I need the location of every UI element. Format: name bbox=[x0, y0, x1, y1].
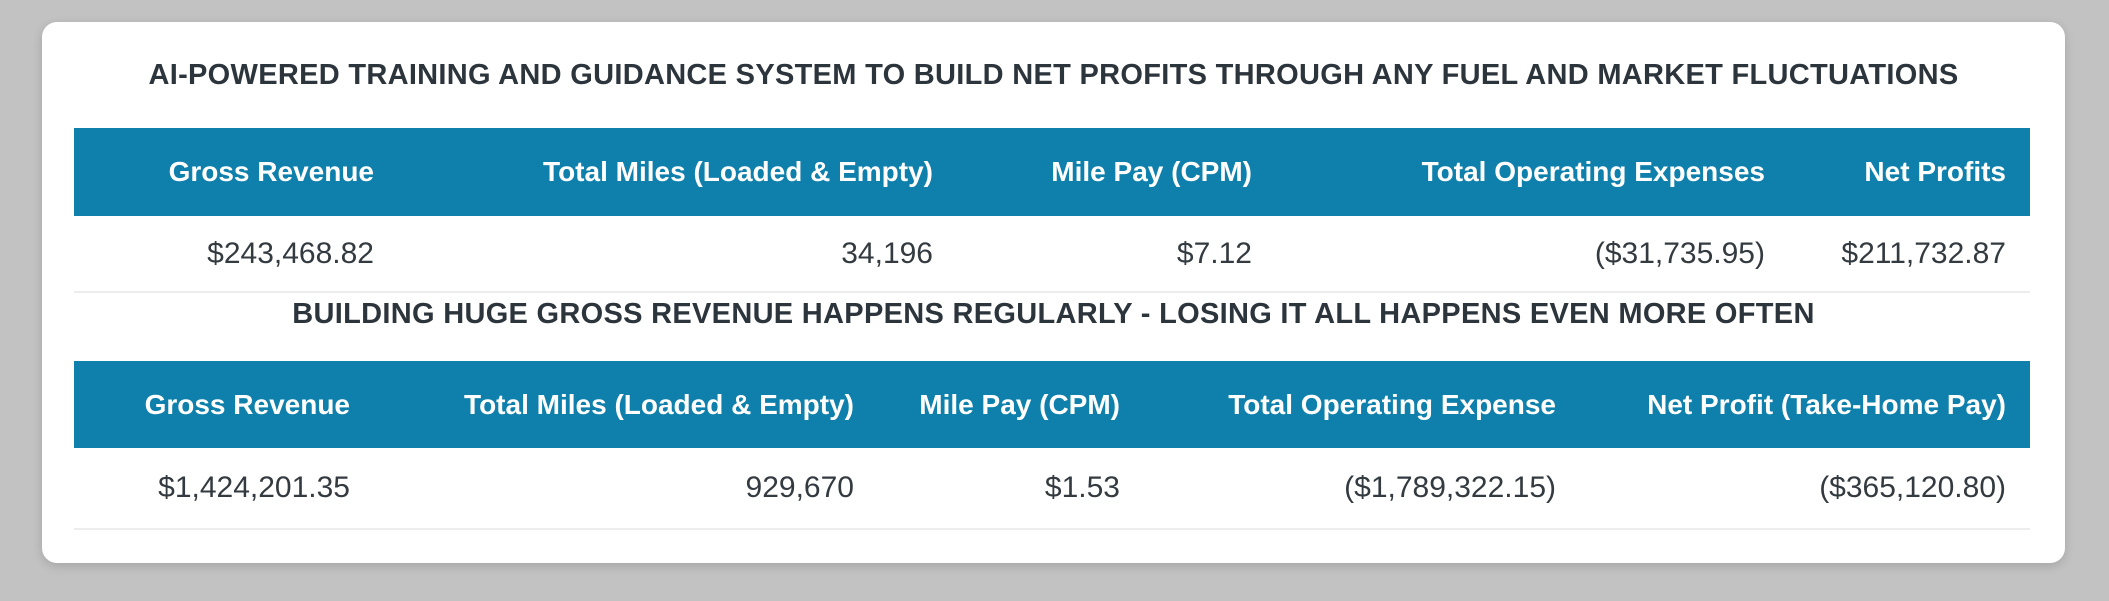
column-header-gross-revenue: Gross Revenue bbox=[74, 361, 374, 448]
column-header-gross-revenue: Gross Revenue bbox=[74, 128, 398, 216]
cell-total-miles: 34,196 bbox=[398, 216, 957, 292]
cell-total-miles: 929,670 bbox=[374, 448, 878, 529]
cell-mile-pay: $7.12 bbox=[957, 216, 1276, 292]
section-title-ai-system: AI-POWERED TRAINING AND GUIDANCE SYSTEM … bbox=[148, 58, 1959, 91]
column-header-operating-expense: Total Operating Expense bbox=[1144, 361, 1580, 448]
column-header-mile-pay: Mile Pay (CPM) bbox=[878, 361, 1144, 448]
column-header-operating-expenses: Total Operating Expenses bbox=[1276, 128, 1789, 216]
column-header-total-miles: Total Miles (Loaded & Empty) bbox=[398, 128, 957, 216]
profit-table-gross-revenue: Gross Revenue Total Miles (Loaded & Empt… bbox=[74, 361, 2030, 530]
table-data-row: $243,468.82 34,196 $7.12 ($31,735.95) $2… bbox=[74, 216, 2030, 292]
column-header-mile-pay: Mile Pay (CPM) bbox=[957, 128, 1276, 216]
cell-operating-expense: ($1,789,322.15) bbox=[1144, 448, 1580, 529]
cell-gross-revenue: $1,424,201.35 bbox=[74, 448, 374, 529]
cell-gross-revenue: $243,468.82 bbox=[74, 216, 398, 292]
column-header-total-miles: Total Miles (Loaded & Empty) bbox=[374, 361, 878, 448]
section-title-gross-revenue: BUILDING HUGE GROSS REVENUE HAPPENS REGU… bbox=[292, 298, 1815, 330]
column-header-net-profits: Net Profits bbox=[1789, 128, 2030, 216]
column-header-net-profit-take-home: Net Profit (Take-Home Pay) bbox=[1580, 361, 2030, 448]
section-ai-system: AI-POWERED TRAINING AND GUIDANCE SYSTEM … bbox=[42, 22, 2065, 293]
profit-table-ai-system: Gross Revenue Total Miles (Loaded & Empt… bbox=[74, 128, 2030, 293]
results-card: AI-POWERED TRAINING AND GUIDANCE SYSTEM … bbox=[42, 22, 2065, 563]
section-gross-revenue: BUILDING HUGE GROSS REVENUE HAPPENS REGU… bbox=[42, 293, 2065, 530]
table-header-row: Gross Revenue Total Miles (Loaded & Empt… bbox=[74, 361, 2030, 448]
cell-mile-pay: $1.53 bbox=[878, 448, 1144, 529]
cell-operating-expenses: ($31,735.95) bbox=[1276, 216, 1789, 292]
table-header-row: Gross Revenue Total Miles (Loaded & Empt… bbox=[74, 128, 2030, 216]
table-data-row: $1,424,201.35 929,670 $1.53 ($1,789,322.… bbox=[74, 448, 2030, 529]
cell-net-profits: $211,732.87 bbox=[1789, 216, 2030, 292]
cell-net-profit-take-home: ($365,120.80) bbox=[1580, 448, 2030, 529]
